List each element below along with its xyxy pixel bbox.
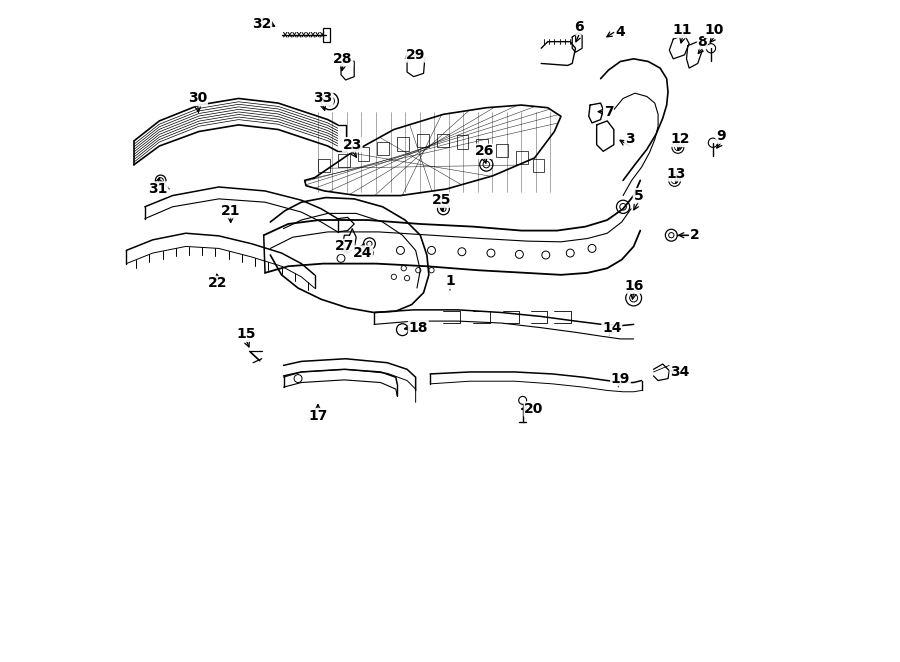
- Bar: [397, 138, 409, 151]
- Text: 1: 1: [446, 275, 454, 289]
- Bar: [533, 160, 544, 173]
- Text: 30: 30: [188, 91, 207, 105]
- Text: 33: 33: [313, 91, 333, 105]
- Bar: [496, 144, 508, 158]
- Text: 24: 24: [353, 246, 373, 260]
- Text: 8: 8: [698, 34, 707, 48]
- Text: 21: 21: [220, 204, 240, 218]
- Text: 32: 32: [252, 17, 272, 31]
- Bar: [436, 134, 449, 148]
- Bar: [377, 142, 389, 156]
- Text: 19: 19: [611, 371, 630, 385]
- Bar: [476, 140, 489, 153]
- Text: 26: 26: [474, 144, 494, 158]
- Bar: [516, 151, 528, 164]
- Text: 4: 4: [616, 25, 625, 40]
- Bar: [456, 136, 469, 149]
- Text: 22: 22: [208, 277, 227, 291]
- Text: 3: 3: [625, 132, 634, 146]
- Bar: [318, 160, 329, 173]
- Text: 16: 16: [624, 279, 644, 293]
- Text: 14: 14: [602, 320, 622, 335]
- Text: 29: 29: [406, 48, 426, 62]
- Text: 20: 20: [524, 402, 544, 416]
- Text: 28: 28: [333, 52, 353, 66]
- Text: 12: 12: [670, 132, 689, 146]
- Text: 5: 5: [634, 189, 643, 203]
- Text: 17: 17: [308, 408, 328, 422]
- Bar: [357, 148, 369, 161]
- Text: 11: 11: [673, 23, 692, 38]
- Text: 27: 27: [335, 240, 354, 254]
- Text: 31: 31: [148, 182, 167, 196]
- Text: 2: 2: [689, 228, 699, 242]
- Text: 15: 15: [237, 327, 256, 342]
- Text: 34: 34: [670, 365, 689, 379]
- Text: 6: 6: [574, 20, 583, 34]
- Bar: [338, 154, 349, 167]
- Text: 18: 18: [409, 320, 428, 335]
- Polygon shape: [323, 28, 329, 42]
- Text: 25: 25: [432, 193, 452, 207]
- Text: 13: 13: [667, 167, 687, 181]
- Text: 23: 23: [343, 138, 362, 152]
- Text: 7: 7: [604, 105, 614, 118]
- Bar: [417, 134, 429, 148]
- Text: 9: 9: [716, 129, 725, 143]
- Text: 10: 10: [705, 23, 724, 38]
